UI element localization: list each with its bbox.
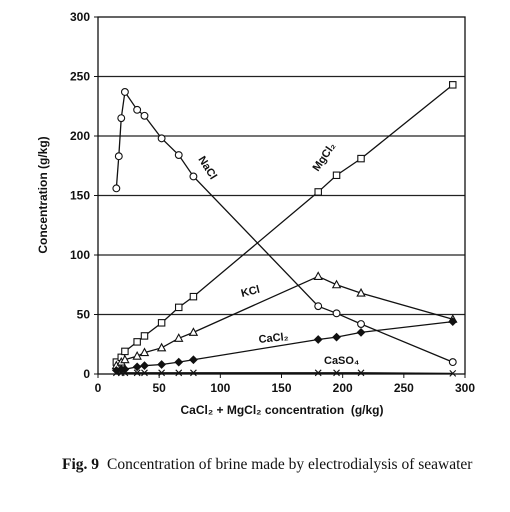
series-line-cacl2 bbox=[116, 320, 453, 372]
data-point-nacl bbox=[357, 320, 365, 328]
series-label-mgcl2: MgCl₂ bbox=[311, 141, 339, 174]
data-point-cacl2 bbox=[174, 357, 184, 367]
data-point-mgcl2 bbox=[449, 81, 457, 89]
data-point-cacl2 bbox=[157, 360, 166, 369]
data-point-cacl2 bbox=[332, 332, 341, 342]
data-point-caso4 bbox=[158, 369, 166, 377]
data-point-caso4 bbox=[133, 369, 141, 377]
series-line-kcl bbox=[115, 275, 453, 367]
data-point-mgcl2 bbox=[332, 171, 341, 180]
x-tick-label: 50 bbox=[152, 381, 166, 395]
y-tick-label: 250 bbox=[70, 70, 90, 84]
data-point-cacl2 bbox=[132, 362, 142, 372]
data-point-mgcl2 bbox=[174, 303, 183, 312]
data-point-mgcl2 bbox=[314, 188, 322, 196]
data-point-caso4 bbox=[141, 369, 148, 377]
data-point-kcl bbox=[356, 287, 366, 297]
x-tick-labels: 0 50 100 150 200 250 300 bbox=[95, 381, 476, 395]
y-tick-labels: 0 50 100 150 200 250 300 bbox=[70, 10, 90, 381]
y-tick-label: 300 bbox=[70, 10, 90, 24]
data-point-kcl bbox=[132, 350, 142, 360]
data-point-mgcl2 bbox=[133, 338, 141, 346]
data-point-mgcl2 bbox=[157, 319, 166, 327]
data-point-kcl bbox=[120, 354, 130, 364]
data-point-cacl2 bbox=[189, 355, 198, 365]
data-point-kcl bbox=[313, 271, 323, 280]
y-axis-title: Concentration (g/kg) bbox=[36, 136, 50, 253]
data-point-nacl bbox=[112, 184, 121, 193]
data-point-caso4 bbox=[314, 369, 322, 377]
data-point-nacl bbox=[174, 151, 183, 159]
data-point-caso4 bbox=[333, 369, 340, 377]
data-point-kcl bbox=[331, 279, 342, 289]
data-point-caso4 bbox=[449, 370, 457, 377]
figure-caption: Fig. 9 Concentration of brine made by ele… bbox=[62, 456, 502, 474]
figure-label: Fig. 9 bbox=[62, 456, 100, 473]
data-point-nacl bbox=[332, 309, 341, 318]
grid-lines bbox=[98, 75, 465, 316]
data-point-mgcl2 bbox=[121, 347, 129, 356]
data-point-nacl bbox=[448, 358, 457, 367]
data-point-mgcl2 bbox=[140, 332, 149, 340]
x-tick-label: 250 bbox=[394, 381, 414, 395]
x-tick-label: 100 bbox=[210, 381, 230, 395]
series-markers bbox=[111, 81, 458, 377]
data-point-kcl bbox=[156, 342, 167, 352]
data-point-mgcl2 bbox=[357, 154, 365, 163]
data-point-cacl2 bbox=[313, 335, 323, 344]
data-point-nacl bbox=[314, 302, 323, 311]
data-point-caso4 bbox=[357, 369, 365, 377]
x-axis-title: CaCl₂ + MgCl₂ concentration (g/kg) bbox=[180, 403, 383, 417]
data-point-kcl bbox=[188, 327, 199, 336]
x-tick-label: 200 bbox=[333, 381, 353, 395]
data-point-nacl bbox=[140, 111, 149, 120]
chart: 0 50 100 150 200 250 300 0 50 100 150 200 250 300 Na… bbox=[36, 10, 476, 417]
caption-text: Concentration of brine made by electrodi… bbox=[107, 456, 473, 473]
x-tick-label: 150 bbox=[271, 381, 291, 395]
data-point-kcl bbox=[139, 347, 150, 357]
data-point-cacl2 bbox=[448, 317, 458, 327]
y-tick-label: 0 bbox=[83, 367, 90, 381]
y-tick-label: 50 bbox=[77, 308, 91, 322]
y-tick-label: 100 bbox=[70, 248, 90, 262]
series-lines bbox=[115, 84, 454, 375]
series-label-cacl2: CaCl₂ bbox=[258, 331, 289, 346]
data-point-kcl bbox=[174, 333, 184, 342]
y-tick-label: 200 bbox=[70, 129, 90, 143]
data-point-nacl bbox=[117, 114, 126, 123]
series-line-caso4 bbox=[116, 372, 453, 375]
data-point-cacl2 bbox=[356, 327, 366, 337]
data-point-nacl bbox=[189, 172, 198, 181]
data-point-caso4 bbox=[112, 369, 120, 377]
x-tick-label: 0 bbox=[95, 381, 102, 395]
data-point-caso4 bbox=[175, 369, 183, 377]
series-label-kcl: KCl bbox=[240, 284, 261, 300]
series-line-mgcl2 bbox=[115, 84, 454, 363]
series-label-caso4: CaSO₄ bbox=[324, 355, 359, 367]
data-point-nacl bbox=[157, 134, 166, 143]
data-point-cacl2 bbox=[140, 361, 149, 371]
series-label-nacl: NaCl bbox=[195, 154, 218, 182]
data-point-caso4 bbox=[190, 369, 197, 377]
axis-ticks bbox=[94, 16, 466, 378]
data-point-mgcl2 bbox=[189, 292, 198, 301]
y-tick-label: 150 bbox=[70, 189, 90, 203]
data-point-nacl bbox=[120, 88, 129, 96]
data-point-caso4 bbox=[121, 369, 129, 377]
x-tick-label: 300 bbox=[455, 381, 475, 395]
data-point-nacl bbox=[133, 105, 142, 114]
data-point-nacl bbox=[114, 152, 123, 161]
series-line-nacl bbox=[115, 90, 454, 363]
